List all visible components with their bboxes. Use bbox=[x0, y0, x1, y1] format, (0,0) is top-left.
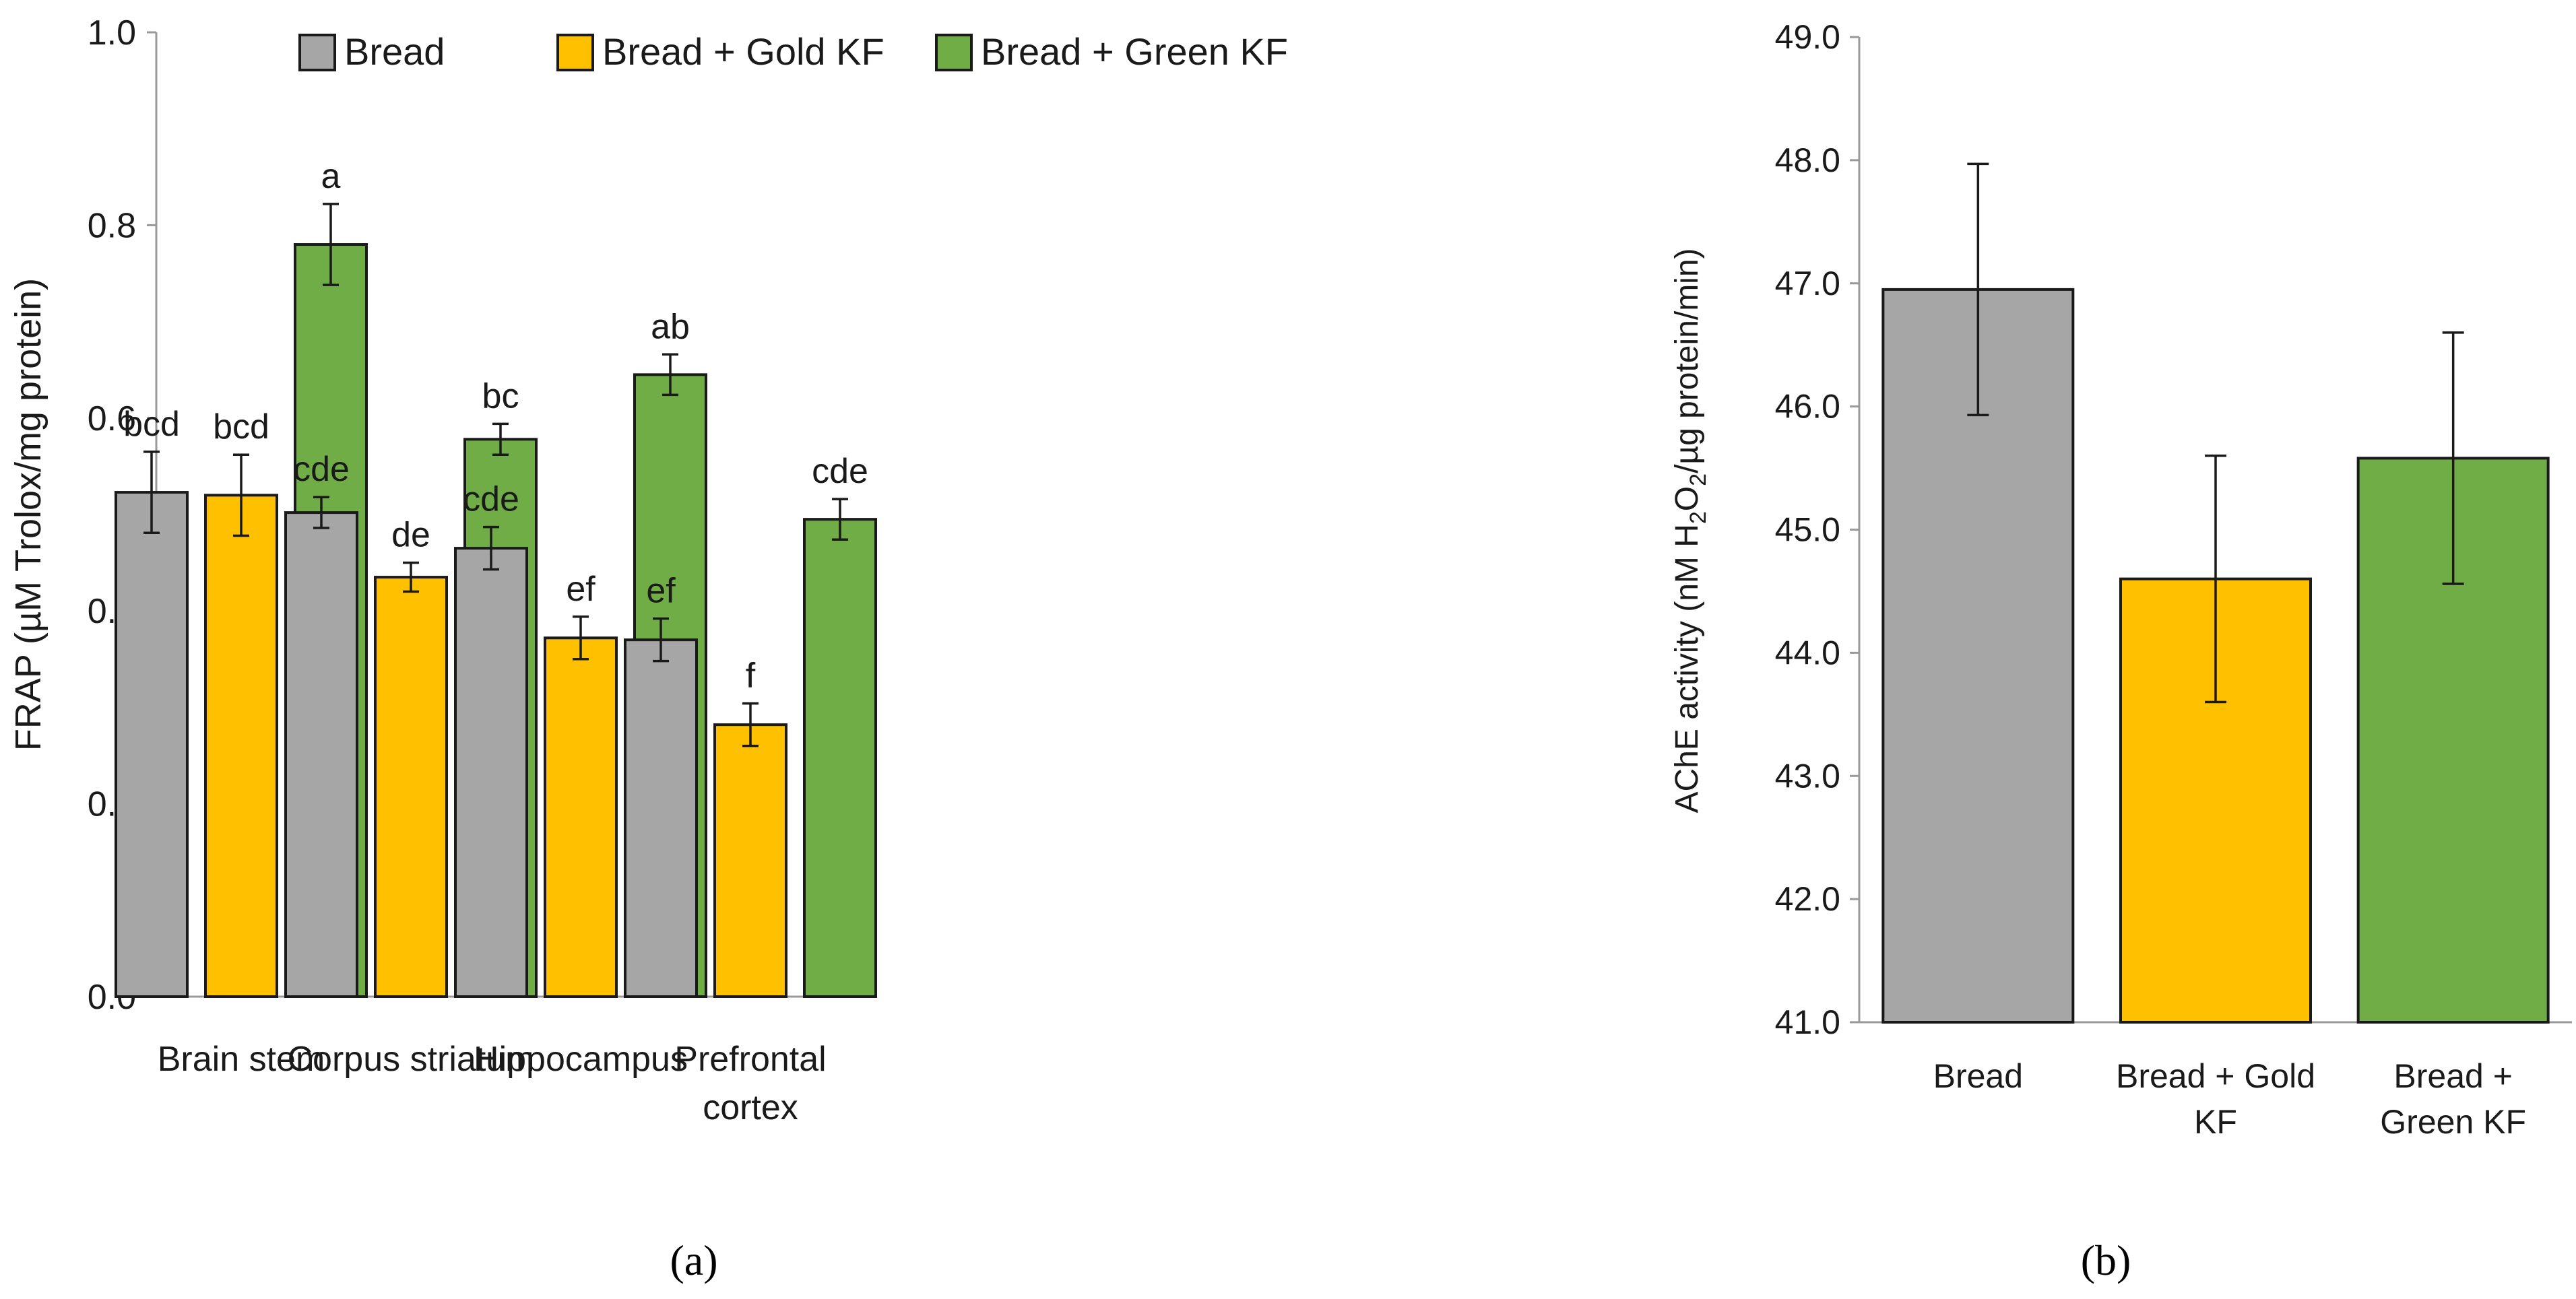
panel-a-legend-entry: Bread + Green KF bbox=[935, 30, 1288, 73]
panel-b-label: (b) bbox=[2081, 1236, 2131, 1284]
panel-a-x-tick-label: Hippocampus bbox=[474, 1040, 688, 1079]
panel-a-error-bar bbox=[832, 498, 848, 541]
panel-b-bar-group bbox=[2119, 455, 2312, 1024]
panel-b-bar-group bbox=[1881, 162, 2075, 1024]
ylabel-subscript: 2 bbox=[1685, 511, 1711, 524]
panel-a-error-bar bbox=[483, 525, 499, 571]
panel-b-error-bar bbox=[2442, 331, 2464, 585]
ylabel-subscript: 2 bbox=[1685, 473, 1711, 486]
panel-a-significance-letter: cde bbox=[812, 452, 868, 491]
panel-b-y-tick-label: 47.0 bbox=[1775, 265, 1840, 302]
panel-b-ache-chart: 41.0 42.0 43.0 44.0 45.0 46.0 47.0 48.0 49.0 Bre… bbox=[1669, 18, 2572, 1284]
panel-b-y-tick-label: 43.0 bbox=[1775, 757, 1840, 795]
panel-a-y-tick-label: 0.8 bbox=[88, 206, 136, 245]
panel-a-significance-letter: ef bbox=[646, 572, 676, 611]
panel-a-bar bbox=[624, 638, 698, 998]
panel-a-legend-label: Bread bbox=[344, 30, 445, 73]
panel-a-error-bar bbox=[492, 422, 509, 456]
panel-a-x-tick-label-line: Prefrontal bbox=[674, 1040, 826, 1079]
panel-a-significance-letter: bc bbox=[482, 376, 519, 415]
panel-a-legend-entry: Bread bbox=[298, 30, 445, 73]
panel-a-legend-entry: Bread + Gold KF bbox=[556, 30, 884, 73]
panel-a-legend-swatch bbox=[935, 34, 973, 71]
panel-a-error-bar bbox=[742, 702, 759, 747]
panel-a-bar bbox=[713, 723, 787, 999]
panel-a-significance-letter: de bbox=[391, 516, 430, 555]
panel-a-bar bbox=[374, 576, 448, 998]
panel-a-legend-label: Bread + Green KF bbox=[981, 30, 1288, 73]
panel-b-y-tick-label: 42.0 bbox=[1775, 880, 1840, 918]
panel-a-legend-swatch bbox=[298, 34, 336, 71]
panel-b-x-tick-label-line: KF bbox=[2194, 1103, 2237, 1141]
panel-a-significance-letter: cde bbox=[293, 450, 350, 489]
panel-b-y-tick-label: 49.0 bbox=[1775, 18, 1840, 56]
panel-b-y-tick-label: 44.0 bbox=[1775, 634, 1840, 671]
panel-a-bar bbox=[454, 547, 528, 998]
panel-a-significance-letter: bcd bbox=[213, 407, 269, 446]
panel-a-significance-letter: bcd bbox=[123, 405, 180, 444]
panel-a-x-tick-label-line: Brain stem bbox=[158, 1040, 325, 1079]
panel-a-significance-letter: cde bbox=[463, 480, 519, 519]
panel-a-significance-letter: ef bbox=[566, 570, 595, 609]
panel-a-x-tick-label-line: Corpus striatum bbox=[288, 1040, 535, 1079]
ylabel-part: /µg protein/min) bbox=[1669, 248, 1705, 473]
panel-b-error-bar bbox=[2205, 455, 2226, 704]
panel-b-x-tick-label: Bread + Gold KF bbox=[2116, 1057, 2315, 1141]
panel-a-significance-letter: ab bbox=[651, 307, 690, 346]
panel-a-x-tick-label-line: cortex bbox=[703, 1088, 798, 1127]
panel-a-x-tick-label: Prefrontal cortex bbox=[674, 1040, 826, 1127]
panel-b-y-tick-label: 45.0 bbox=[1775, 511, 1840, 549]
panel-b-x-tick-label: Bread + Green KF bbox=[2380, 1057, 2526, 1141]
panel-a-bar-group: ef f cde bbox=[624, 452, 877, 999]
panel-a-y-tick-label: 0.6 bbox=[88, 399, 136, 438]
panel-a-x-tick-label-line: Hippocampus bbox=[474, 1040, 688, 1079]
panel-a-label: (a) bbox=[670, 1236, 717, 1284]
panel-b-y-tick-label: 46.0 bbox=[1775, 388, 1840, 426]
panel-a-bar bbox=[803, 518, 877, 998]
panel-b-y-tick-label: 48.0 bbox=[1775, 141, 1840, 179]
panel-a-x-tick-label: Brain stem bbox=[158, 1040, 325, 1079]
panel-b-x-tick-label-line: Bread bbox=[1933, 1057, 2023, 1095]
panel-a-bar bbox=[204, 494, 278, 998]
panel-b-bar-group bbox=[2356, 331, 2550, 1024]
panel-b-y-axis-label: AChE activity (nM H2O2/µg protein/min) bbox=[1669, 248, 1711, 813]
panel-b-error-bar bbox=[1967, 162, 1989, 417]
panel-a-error-bar bbox=[662, 353, 678, 397]
panel-a-error-bar bbox=[143, 451, 160, 534]
panel-a-error-bar bbox=[313, 496, 329, 529]
panel-b-x-tick-label-line: Bread + bbox=[2393, 1057, 2513, 1095]
panel-a-y-axis-label: FRAP (µM Trolox/mg protein) bbox=[8, 278, 49, 751]
panel-b-x-tick-label: Bread bbox=[1933, 1057, 2023, 1095]
panel-b-x-tick-label-line: Green KF bbox=[2380, 1103, 2526, 1141]
panel-a-x-tick-label: Corpus striatum bbox=[288, 1040, 535, 1079]
panel-a-error-bar bbox=[233, 453, 249, 537]
panel-a-error-bar bbox=[323, 203, 339, 286]
panel-a-legend: Bread Bread + Gold KF Bread + Green KF bbox=[298, 30, 1288, 73]
panel-a-legend-label: Bread + Gold KF bbox=[602, 30, 884, 73]
panel-b-y-tick-label: 41.0 bbox=[1775, 1003, 1840, 1041]
ylabel-part: AChE activity (nM H bbox=[1669, 524, 1705, 813]
panel-a-bar bbox=[544, 636, 618, 998]
panel-a-bar bbox=[284, 511, 358, 998]
panel-a-error-bar bbox=[403, 561, 419, 593]
panel-a-frap-chart: 0.00.20.40.60.81.0 bcd bcdacdedebccdeefab… bbox=[8, 13, 1288, 1284]
panel-a-significance-letter: a bbox=[321, 157, 341, 196]
panel-a-y-tick-label: 1.0 bbox=[88, 13, 136, 53]
ylabel-part: O bbox=[1669, 486, 1705, 511]
panel-b-x-tick-label-line: Bread + Gold bbox=[2116, 1057, 2315, 1095]
panel-a-error-bar bbox=[653, 617, 669, 663]
panel-a-error-bar bbox=[573, 615, 589, 661]
panel-a-bar bbox=[115, 491, 189, 998]
panel-a-legend-swatch bbox=[556, 34, 594, 71]
panel-a-significance-letter: f bbox=[746, 657, 756, 696]
